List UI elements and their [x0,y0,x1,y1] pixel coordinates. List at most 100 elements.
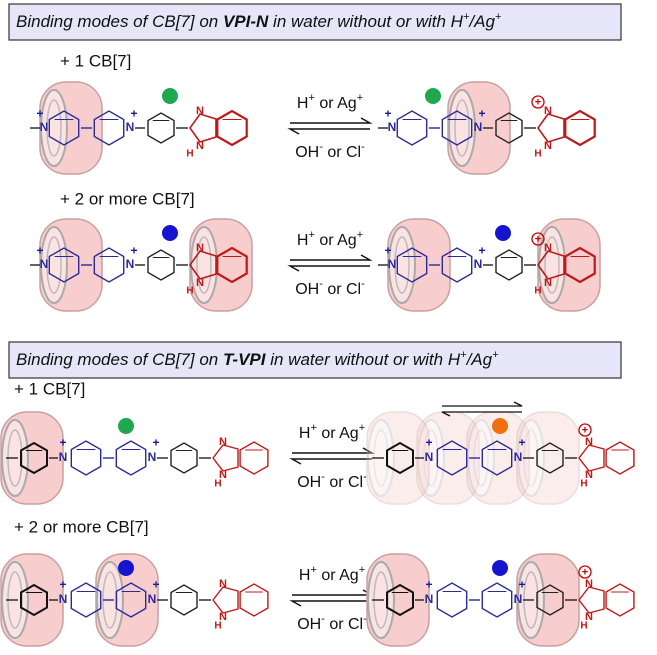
shuttle-arrow [442,401,523,407]
text-segment: /Ag [466,350,493,369]
rich-text: H+ or Ag+ [299,422,365,442]
atom-label: H [186,286,193,297]
atom-label: N [219,469,227,481]
atom-label: N [544,277,552,289]
guest-dot [492,560,508,576]
atom-label: + [518,436,525,450]
cucurbituril [0,411,64,505]
ring [115,582,147,618]
arrow-reverse [289,458,372,465]
cucurbituril [516,411,580,505]
atom-label: + [478,244,485,258]
atom-label: N [585,436,593,448]
text-segment: in water without or with H [265,350,460,369]
text-segment: - [319,141,323,153]
text-segment: OH [297,474,321,491]
guest-dot [495,225,511,241]
atom-label: N [196,242,204,254]
ring [239,583,269,617]
cb-rim-inner [196,236,212,294]
ring [564,109,596,147]
imidazole [537,250,565,280]
atom-label: N [425,450,434,464]
cb-body [366,411,430,505]
charge-circle [531,95,545,109]
arrow-forward [290,254,373,261]
guest-dot [118,560,134,576]
imidazole [189,250,217,280]
atom-label: N [196,140,204,152]
atom-label: N [544,140,552,152]
ring [216,109,248,147]
imidazole [537,113,565,143]
text-segment: T-VPI [223,350,267,369]
text-segment: + [495,11,502,23]
arrow-reverse [287,265,370,272]
header-box [8,341,622,379]
arrow-reverse [289,600,372,607]
text-segment: + [359,564,365,576]
text-segment: OH [297,616,321,633]
text-segment: + [460,349,467,361]
cucurbituril [366,553,430,647]
ring [441,110,473,146]
atom-label: N [40,257,49,271]
atom-label: + [36,107,43,121]
ring [170,442,198,474]
atom-label: N [544,105,552,117]
text-segment: or Cl [325,616,363,633]
atom-label: + [518,578,525,592]
ring [441,247,473,283]
text-segment: + [310,422,316,434]
text-segment: + [308,229,314,241]
atom-label: N [219,611,227,623]
atom-label: H [534,149,541,160]
rich-text: H+ or Ag+ [297,229,363,249]
atom-label: N [585,578,593,590]
atom-label: N [388,257,397,271]
header-box [8,3,622,41]
atom-label: N [544,242,552,254]
ring [386,583,414,617]
arrow-reverse [287,128,370,135]
text-segment: - [363,471,367,483]
text-segment: OH [295,144,319,161]
ring [436,440,468,476]
row-label: + 1 CB[7] [14,379,85,398]
atom-label: + [152,578,159,592]
ring [147,112,175,144]
imidazole [189,113,217,143]
atom-label: H [580,621,587,632]
atom-label: + [59,578,66,592]
atom-label: + [130,244,137,258]
atom-label: N [59,592,68,606]
atom-label: N [148,450,157,464]
ring [396,247,428,283]
atom-label: + [425,436,432,450]
atom-label: N [219,436,227,448]
cucurbituril [39,81,103,175]
rich-text: Binding modes of CB[7] on VPI-N in water… [16,11,502,32]
ring [48,247,80,283]
ring [386,441,414,475]
ring [70,440,102,476]
ring [239,441,269,475]
text-segment: in water without or with H [268,12,463,31]
cucurbituril [95,553,159,647]
ring [216,246,248,284]
atom-label: + [535,96,541,108]
row-label: + 2 or more CB[7] [60,189,195,208]
text-segment: or Ag [315,232,357,249]
cb-rim-inner [46,99,62,157]
atom-label: N [425,592,434,606]
ring [115,440,147,476]
atom-label: N [388,120,397,134]
row-label: + 1 CB[7] [60,51,131,70]
ring [495,112,523,144]
cb-rim [388,226,416,304]
ring [481,440,513,476]
guest-dot [425,88,441,104]
row-label: + 2 or more CB[7] [14,517,149,536]
shuttle-arrow [441,411,522,417]
atom-label: + [478,107,485,121]
